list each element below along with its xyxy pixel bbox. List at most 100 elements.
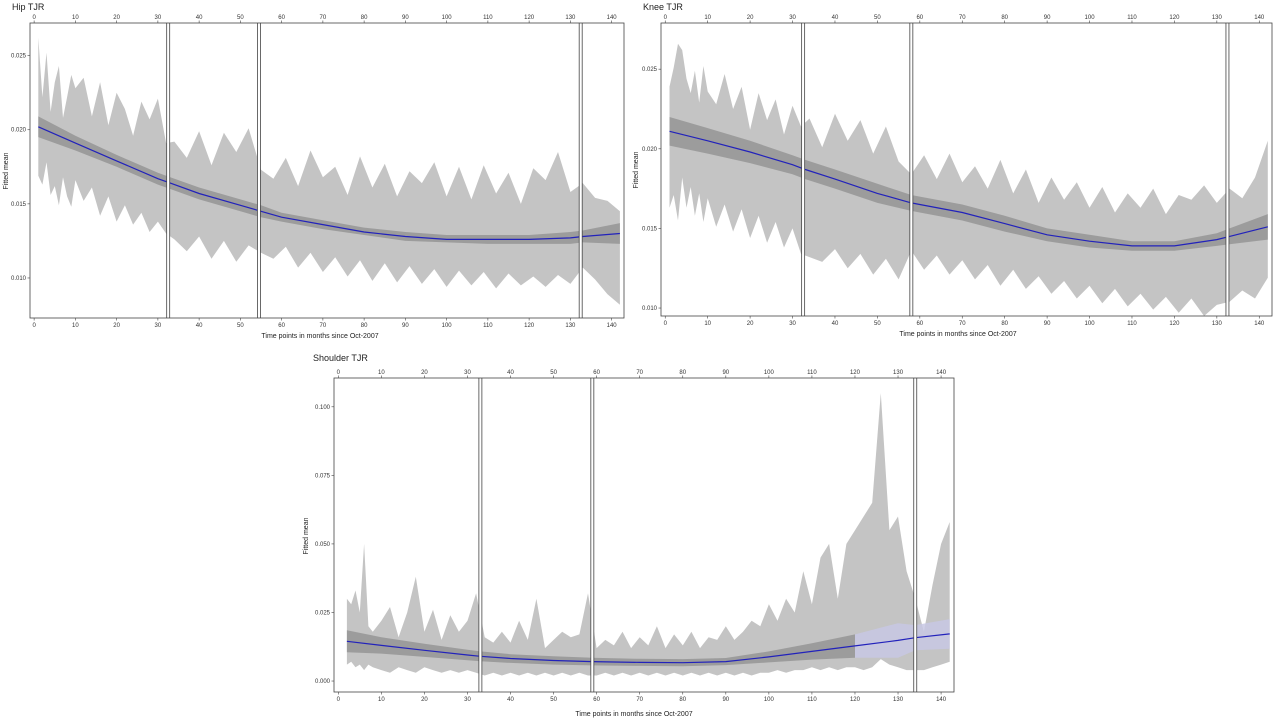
confidence-band <box>38 116 620 244</box>
x-tick-label: 110 <box>1127 321 1137 327</box>
x-tick-label: 20 <box>113 323 120 329</box>
x-tick-label-top: 50 <box>237 15 244 21</box>
x-tick-label-top: 80 <box>679 370 686 376</box>
x-tick-label: 80 <box>679 697 686 703</box>
x-tick-label-top: 90 <box>722 370 729 376</box>
x-tick-label-top: 130 <box>565 15 576 21</box>
confidence-band-extended <box>855 619 950 658</box>
plot-frame <box>333 377 955 693</box>
y-tick-label: 0.100 <box>315 405 331 411</box>
x-tick-label: 50 <box>237 323 244 329</box>
observed-range-band <box>669 43 1268 316</box>
x-tick-label: 70 <box>959 321 966 327</box>
segment-gap <box>909 23 913 316</box>
shoulder-tjr-panel: Shoulder TJR Time points in months since… <box>303 353 955 718</box>
x-axis-label: Time points in months since Oct-2007 <box>899 331 1016 338</box>
x-tick-label: 10 <box>72 323 79 329</box>
x-tick-label-top: 0 <box>337 370 341 376</box>
x-tick-label: 40 <box>507 697 514 703</box>
x-tick-label: 60 <box>278 323 285 329</box>
x-tick-label-top: 130 <box>893 370 904 376</box>
x-tick-label: 120 <box>524 323 535 329</box>
x-tick-label-top: 100 <box>1085 15 1096 21</box>
x-tick-label-top: 120 <box>524 15 535 21</box>
y-tick-label: 0.025 <box>642 67 658 73</box>
x-tick-label-top: 130 <box>1212 15 1223 21</box>
x-tick-label: 60 <box>593 697 600 703</box>
x-tick-label-top: 10 <box>72 15 79 21</box>
fitted-mean-line <box>669 130 1268 247</box>
segment-gap <box>801 23 805 316</box>
hip-tjr-panel: Hip TJR Time points in months since Oct-… <box>3 2 625 340</box>
knee-tjr-panel: Knee TJR Time points in months since Oct… <box>633 2 1273 338</box>
plot-frame <box>660 22 1273 317</box>
x-tick-label: 30 <box>464 697 471 703</box>
x-tick-label: 70 <box>636 697 643 703</box>
x-tick-label: 100 <box>442 323 453 329</box>
x-tick-label-top: 60 <box>916 15 923 21</box>
y-tick-label: 0.025 <box>11 54 27 60</box>
x-tick-label: 30 <box>155 323 162 329</box>
y-axis-label: Fitted mean <box>633 151 640 188</box>
x-tick-label-top: 30 <box>464 370 471 376</box>
x-tick-label-top: 0 <box>664 15 668 21</box>
x-tick-label-top: 100 <box>442 15 453 21</box>
x-tick-label: 140 <box>936 697 947 703</box>
x-tick-label-top: 110 <box>1127 15 1137 21</box>
plot-area <box>669 43 1268 316</box>
fitted-mean-line <box>346 633 950 664</box>
observed-range-band <box>346 393 950 676</box>
segment-gap <box>478 378 482 692</box>
x-tick-label-top: 40 <box>507 370 514 376</box>
panel-title: Hip TJR <box>12 2 45 12</box>
y-tick-label: 0.000 <box>315 679 331 685</box>
x-tick-label: 70 <box>320 323 327 329</box>
confidence-band <box>346 630 855 667</box>
confidence-band <box>669 117 1268 251</box>
fitted-mean-line <box>38 126 620 240</box>
x-tick-label: 30 <box>789 321 796 327</box>
y-tick-label: 0.015 <box>11 202 27 208</box>
x-tick-label-top: 20 <box>113 15 120 21</box>
segment-gap <box>913 378 917 692</box>
x-tick-label: 50 <box>550 697 557 703</box>
y-tick-label: 0.010 <box>11 276 27 282</box>
x-axis-label: Time points in months since Oct-2007 <box>575 711 692 718</box>
x-tick-label-top: 70 <box>959 15 966 21</box>
x-tick-label-top: 50 <box>874 15 881 21</box>
x-tick-label-top: 40 <box>832 15 839 21</box>
x-tick-label: 130 <box>893 697 904 703</box>
x-tick-label-top: 120 <box>1169 15 1180 21</box>
x-tick-label: 90 <box>1044 321 1051 327</box>
x-tick-label: 100 <box>764 697 775 703</box>
x-tick-label: 140 <box>1254 321 1265 327</box>
x-tick-label-top: 50 <box>550 370 557 376</box>
x-tick-label: 60 <box>916 321 923 327</box>
y-tick-label: 0.075 <box>315 473 331 479</box>
x-tick-label-top: 90 <box>402 15 409 21</box>
plot-frame <box>29 22 625 319</box>
x-tick-label: 10 <box>704 321 711 327</box>
x-tick-label-top: 110 <box>807 370 817 376</box>
observed-range-band <box>38 37 620 305</box>
x-tick-label: 120 <box>1169 321 1180 327</box>
x-tick-label: 110 <box>807 697 817 703</box>
y-tick-label: 0.015 <box>642 226 658 232</box>
plot-area <box>38 37 620 305</box>
x-tick-label-top: 110 <box>483 15 493 21</box>
segment-gap <box>579 23 583 318</box>
x-tick-label: 120 <box>850 697 861 703</box>
y-axis-label: Fitted mean <box>3 152 10 189</box>
x-tick-label-top: 140 <box>936 370 947 376</box>
x-tick-label: 100 <box>1085 321 1096 327</box>
x-tick-label: 130 <box>1212 321 1223 327</box>
x-tick-label: 0 <box>32 323 36 329</box>
x-tick-label: 90 <box>722 697 729 703</box>
x-tick-label-top: 70 <box>636 370 643 376</box>
x-tick-label-top: 10 <box>704 15 711 21</box>
x-tick-label: 80 <box>361 323 368 329</box>
x-tick-label: 10 <box>378 697 385 703</box>
x-tick-label-top: 20 <box>747 15 754 21</box>
x-axis-label: Time points in months since Oct-2007 <box>261 333 378 340</box>
